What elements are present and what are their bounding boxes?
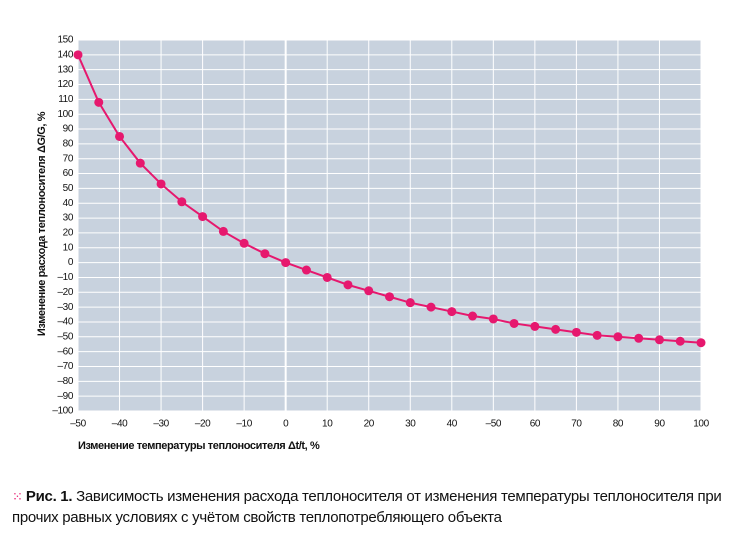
- x-tick-label: 70: [571, 419, 582, 430]
- y-tick-label: –10: [58, 272, 74, 283]
- data-point: [281, 258, 291, 268]
- data-point: [260, 249, 270, 259]
- x-tick-label: 30: [405, 419, 416, 430]
- x-tick-label: 0: [283, 419, 289, 430]
- data-point: [156, 179, 166, 189]
- data-point: [696, 338, 706, 348]
- x-tick-label: –20: [195, 419, 211, 430]
- y-tick-label: –30: [58, 302, 74, 313]
- y-tick-label: 100: [58, 109, 74, 120]
- y-tick-label: 150: [58, 35, 74, 46]
- y-tick-label: 30: [63, 213, 74, 224]
- y-tick-label: –90: [58, 391, 74, 402]
- data-point: [592, 330, 602, 340]
- data-point: [634, 333, 644, 343]
- data-point: [613, 332, 623, 342]
- caption-label: Рис. 1.: [25, 488, 73, 505]
- data-point: [73, 50, 83, 60]
- y-tick-label: 110: [58, 94, 74, 105]
- x-tick-label: –50: [486, 419, 502, 430]
- data-point: [301, 265, 311, 275]
- chart: Изменение расхода теплоносителя ΔG/G, % …: [36, 35, 710, 452]
- x-tick-label: 80: [613, 419, 624, 430]
- data-point: [509, 318, 519, 328]
- data-point: [675, 336, 685, 346]
- y-tick-label: –80: [58, 376, 74, 387]
- y-tick-label: 80: [63, 139, 74, 150]
- data-point: [385, 292, 394, 302]
- y-tick-label: –50: [58, 331, 74, 342]
- caption-text: Зависимость изменения расхода теплоносит…: [12, 488, 722, 526]
- data-point: [239, 238, 249, 248]
- x-tick-label: –10: [236, 419, 252, 430]
- data-point: [364, 286, 374, 296]
- x-tick-label: 10: [322, 419, 333, 430]
- x-tick-label: 90: [654, 419, 665, 430]
- data-point: [468, 311, 478, 321]
- data-point: [530, 321, 540, 331]
- y-tick-label: –60: [58, 346, 74, 357]
- y-tick-label: 0: [68, 257, 74, 268]
- data-point: [654, 335, 664, 345]
- y-tick-label: 40: [63, 198, 74, 209]
- data-point: [551, 324, 561, 334]
- plot-area: [78, 40, 701, 411]
- data-point: [343, 280, 353, 290]
- data-point: [488, 314, 498, 324]
- y-tick-label: 90: [63, 124, 74, 135]
- y-tick-label: 120: [58, 79, 74, 90]
- data-point: [322, 272, 332, 282]
- x-tick-label: 40: [447, 419, 458, 430]
- data-point: [177, 197, 187, 207]
- x-tick-label: –40: [112, 419, 128, 430]
- x-tick-label: 20: [364, 419, 375, 430]
- data-point: [135, 158, 145, 168]
- data-point: [218, 226, 228, 236]
- data-point: [571, 327, 581, 337]
- y-tick-label: 140: [58, 49, 74, 60]
- x-tick-label: –50: [70, 419, 86, 430]
- x-tick-label: 100: [693, 419, 709, 430]
- data-point: [198, 212, 208, 222]
- y-tick-label: 70: [63, 153, 74, 164]
- x-tick-label: –30: [153, 419, 169, 430]
- y-tick-label: 130: [58, 64, 74, 75]
- caption: ⁙ Рис. 1. Зависимость изменения расхода …: [12, 486, 738, 528]
- data-point: [94, 97, 104, 107]
- x-axis-title: Изменение температуры теплоносителя Δt/t…: [78, 440, 320, 452]
- y-tick-label: 50: [63, 183, 74, 194]
- data-point: [447, 307, 457, 317]
- y-tick-label: –70: [58, 361, 74, 372]
- y-tick-label: –100: [52, 406, 73, 417]
- y-tick-label: –40: [58, 317, 74, 328]
- data-point: [426, 302, 436, 312]
- y-tick-label: 20: [63, 228, 74, 239]
- y-axis-title: Изменение расхода теплоносителя ΔG/G, %: [36, 111, 48, 336]
- y-tick-label: 10: [63, 242, 74, 253]
- data-point: [115, 131, 125, 141]
- y-tick-label: 60: [63, 168, 74, 179]
- x-tick-label: 60: [530, 419, 541, 430]
- caption-icon: ⁙: [12, 489, 26, 504]
- data-point: [405, 298, 415, 308]
- y-tick-label: –20: [58, 287, 74, 298]
